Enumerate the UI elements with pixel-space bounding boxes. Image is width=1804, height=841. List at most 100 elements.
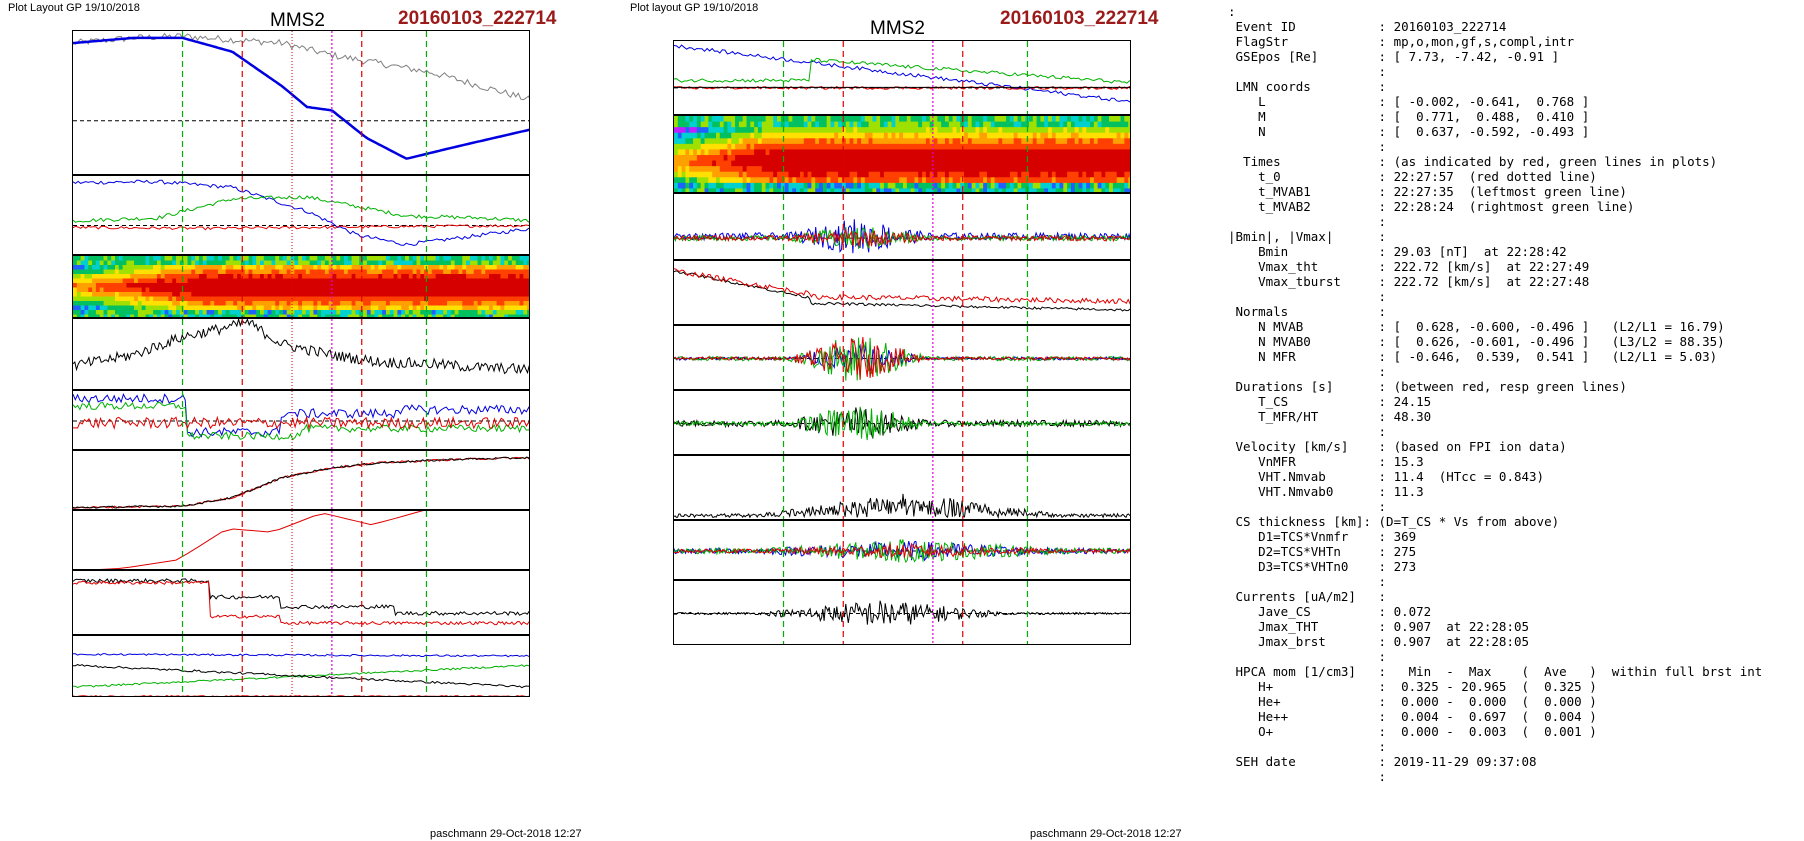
middle-event-id: 20160103_222714	[1000, 8, 1159, 29]
spectrogram-cell	[1109, 132, 1114, 139]
spectrogram-cell	[1028, 127, 1034, 134]
spectrogram-cell	[473, 305, 479, 311]
spectrogram-cell	[674, 116, 679, 123]
spectrogram-cell	[454, 301, 460, 307]
spectrogram-cell	[1093, 116, 1099, 123]
spectrogram-cell	[868, 182, 874, 190]
spectrogram-cell	[1017, 149, 1022, 156]
spectrogram-cell	[998, 149, 1003, 156]
spectrogram-cell	[122, 305, 128, 311]
spectrogram-cell	[107, 296, 112, 302]
spectrogram-cell	[845, 132, 851, 139]
spectrogram-cell	[910, 127, 916, 134]
spectrogram-cell	[405, 269, 410, 275]
spectrogram-cell	[107, 287, 112, 293]
spectrogram-cell	[73, 287, 78, 293]
spectrogram-cell	[841, 182, 847, 190]
spectrogram-cell	[983, 171, 988, 178]
spectrogram-cell	[1112, 177, 1118, 184]
spectrogram-cell	[1112, 155, 1118, 162]
spectrogram-cell	[523, 265, 528, 271]
spectrogram-cell	[145, 305, 150, 311]
spectrogram-cell	[263, 265, 269, 271]
spectrogram-cell	[754, 171, 759, 178]
spectrogram-cell	[485, 305, 490, 311]
vexb-line	[674, 407, 1130, 439]
info-line: :	[1228, 139, 1387, 154]
spectrogram-cell	[340, 305, 345, 311]
spectrogram-cell	[979, 177, 984, 184]
spectrogram-cell	[876, 116, 881, 123]
spectrogram-cell	[792, 149, 797, 156]
spectrogram-cell	[975, 132, 980, 139]
spectrogram-cell	[693, 182, 698, 190]
spectrogram-cell	[290, 296, 295, 302]
spectrogram-cell	[118, 310, 124, 316]
spectrogram-cell	[431, 274, 437, 280]
spectrogram-cell	[822, 138, 828, 145]
spectrogram-cell	[504, 292, 509, 298]
spectrogram-cell	[73, 256, 78, 262]
spectrogram-cell	[290, 260, 295, 266]
spectrogram-cell	[286, 301, 292, 307]
spectrogram-cell	[990, 177, 996, 184]
spectrogram-cell	[122, 314, 128, 317]
spectrogram-cell	[971, 138, 977, 145]
spectrogram-cell	[899, 166, 904, 173]
spectrogram-cell	[735, 182, 740, 190]
spectrogram-cell	[1040, 155, 1045, 162]
spectrogram-cell	[183, 278, 189, 284]
spectrogram-cell	[237, 287, 242, 293]
spectrogram-cell	[1036, 177, 1041, 184]
spectrogram-cell	[511, 269, 517, 275]
spectrogram-cell	[343, 305, 349, 311]
spectrogram-cell	[412, 310, 418, 316]
spectrogram-cell	[198, 283, 204, 289]
spectrogram-cell	[925, 121, 931, 128]
spectrogram-cell	[206, 278, 211, 284]
spectrogram-cell	[347, 305, 353, 311]
spectrogram-cell	[103, 287, 108, 293]
spectrogram-cell	[206, 260, 211, 266]
spectrogram-cell	[492, 269, 498, 275]
spectrogram-cell	[202, 278, 208, 284]
spectrogram-cell	[466, 305, 471, 311]
spectrogram-cell	[340, 296, 345, 302]
spectrogram-cell	[811, 121, 816, 128]
spectrogram-cell	[918, 121, 923, 128]
spectrogram-cell	[719, 143, 725, 151]
spectrogram-cell	[922, 171, 927, 178]
spectrogram-cell	[986, 160, 992, 167]
spectrogram-cell	[439, 278, 444, 284]
spectrogram-cell	[489, 265, 494, 271]
spectrogram-cell	[822, 182, 828, 190]
spectrogram-cell	[149, 305, 154, 311]
spectrogram-cell	[374, 265, 379, 271]
spectrogram-cell	[918, 171, 923, 178]
spectrogram-cell	[704, 116, 709, 123]
spectrogram-cell	[944, 182, 950, 190]
spectrogram-cell	[765, 177, 771, 184]
spectrogram-cell	[922, 177, 927, 184]
spectrogram-cell	[221, 278, 227, 284]
spectrogram-cell	[1013, 127, 1019, 134]
spectrogram-cell	[225, 292, 231, 298]
spectrogram-cell	[240, 301, 246, 307]
spectrogram-cell	[1082, 177, 1087, 184]
spectrogram-cell	[374, 292, 379, 298]
spectrogram-cell	[735, 132, 740, 139]
spectrogram-cell	[198, 310, 204, 316]
spectrogram-cell	[933, 138, 938, 145]
spectrogram-cell	[769, 132, 774, 139]
spectrogram-cell	[830, 188, 835, 192]
spectrogram-cell	[944, 132, 950, 139]
spectrogram-cell	[256, 301, 261, 307]
spectrogram-cell	[225, 274, 231, 280]
spectrogram-cell	[214, 269, 219, 275]
spectrogram-cell	[1067, 182, 1072, 190]
spectrogram-cell	[73, 260, 78, 266]
spectrogram-cell	[214, 260, 219, 266]
spectrogram-cell	[990, 171, 996, 178]
spectrogram-cell	[252, 278, 257, 284]
spectrogram-cell	[1040, 121, 1045, 128]
